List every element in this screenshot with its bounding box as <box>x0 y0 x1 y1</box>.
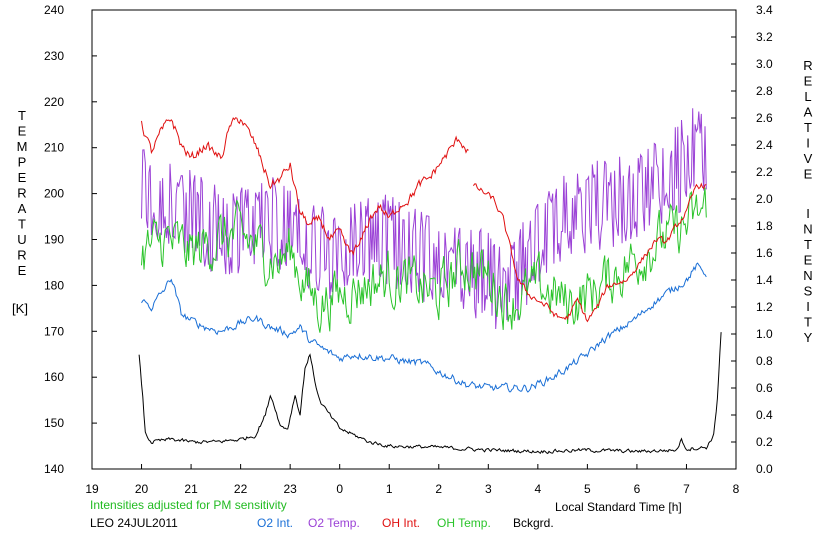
legend-entry: OH Temp. <box>437 516 491 530</box>
right-axis-label-letter: I <box>806 299 810 314</box>
left-tick-label: 150 <box>44 416 64 430</box>
legend-entry: Bckgrd. <box>513 516 554 530</box>
right-axis-label-letter: T <box>804 315 812 330</box>
series-layer <box>138 108 722 455</box>
left-axis-unit: [K] <box>12 301 28 316</box>
x-tick-label: 23 <box>283 482 297 496</box>
station-label: LEO 24JUL2011 <box>90 516 178 530</box>
right-axis-label-letter: I <box>806 136 810 151</box>
axes-layer: 1401501601701801902002102202302400.00.20… <box>12 3 813 496</box>
x-tick-label: 6 <box>634 482 641 496</box>
chart-note: Intensities adjusted for PM sensitivity <box>90 498 287 512</box>
left-tick-label: 190 <box>44 233 64 247</box>
right-tick-label: 2.2 <box>756 165 773 179</box>
x-tick-label: 0 <box>336 482 343 496</box>
right-tick-label: 1.8 <box>756 219 773 233</box>
right-axis-label-letter: E <box>804 167 813 182</box>
right-tick-label: 0.2 <box>756 435 773 449</box>
left-axis-label-letter: R <box>17 186 26 201</box>
left-axis-label-letter: U <box>17 232 26 247</box>
left-tick-label: 220 <box>44 95 64 109</box>
right-tick-label: 1.6 <box>756 246 773 260</box>
right-tick-label: 3.0 <box>756 57 773 71</box>
series-line-oh-int <box>472 182 707 323</box>
right-axis-label-letter: I <box>806 206 810 221</box>
left-axis-label-letter: E <box>18 124 27 139</box>
x-tick-label: 5 <box>584 482 591 496</box>
x-tick-label: 4 <box>535 482 542 496</box>
right-tick-label: 0.0 <box>756 462 773 476</box>
left-axis-label-letter: R <box>17 248 26 263</box>
right-axis-label-letter: R <box>803 58 812 73</box>
left-tick-label: 230 <box>44 49 64 63</box>
x-tick-label: 20 <box>135 482 149 496</box>
x-tick-label: 22 <box>234 482 248 496</box>
left-axis-label-letter: E <box>18 170 27 185</box>
right-axis-label-letter: N <box>803 268 812 283</box>
right-tick-label: 2.8 <box>756 84 773 98</box>
right-tick-label: 1.4 <box>756 273 773 287</box>
right-axis-label-letter: S <box>804 284 813 299</box>
right-tick-label: 2.4 <box>756 138 773 152</box>
left-axis-label-letter: M <box>17 139 28 154</box>
series-line-oh-int <box>141 117 469 256</box>
right-axis-label-letter: N <box>803 222 812 237</box>
legend-entry: O2 Int. <box>257 516 293 530</box>
left-tick-label: 160 <box>44 370 64 384</box>
x-tick-label: 21 <box>184 482 198 496</box>
right-tick-label: 1.2 <box>756 300 773 314</box>
series-line-bckgrd <box>138 332 722 455</box>
right-axis-label-letter: E <box>804 253 813 268</box>
x-tick-label: 19 <box>85 482 99 496</box>
right-tick-label: 0.8 <box>756 354 773 368</box>
left-tick-label: 180 <box>44 278 64 292</box>
right-tick-label: 2.6 <box>756 111 773 125</box>
x-axis-label: Local Standard Time [h] <box>555 500 682 514</box>
right-axis-label-letter: T <box>804 120 812 135</box>
left-tick-label: 200 <box>44 187 64 201</box>
left-tick-label: 140 <box>44 462 64 476</box>
left-tick-label: 170 <box>44 324 64 338</box>
right-axis-label-letter: V <box>804 151 813 166</box>
left-axis-label-letter: E <box>18 263 27 278</box>
series-line-oh-temp <box>141 187 707 333</box>
right-tick-label: 1.0 <box>756 327 773 341</box>
right-tick-label: 3.4 <box>756 3 773 17</box>
x-tick-label: 7 <box>683 482 690 496</box>
right-tick-label: 2.0 <box>756 192 773 206</box>
right-axis-label-letter: Y <box>804 330 813 345</box>
right-tick-label: 0.6 <box>756 381 773 395</box>
left-axis-label-letter: P <box>18 155 27 170</box>
x-tick-label: 1 <box>386 482 393 496</box>
right-tick-label: 3.2 <box>756 30 773 44</box>
x-tick-label: 2 <box>435 482 442 496</box>
right-tick-label: 0.4 <box>756 408 773 422</box>
series-line-o2-int <box>141 262 707 393</box>
right-axis-label-letter: T <box>804 237 812 252</box>
x-tick-label: 8 <box>733 482 740 496</box>
left-axis-label-letter: T <box>18 217 26 232</box>
left-axis-label-letter: A <box>18 201 27 216</box>
right-axis-label-letter: L <box>804 89 811 104</box>
x-tick-label: 3 <box>485 482 492 496</box>
legend-entry: O2 Temp. <box>308 516 360 530</box>
right-axis-label-letter: E <box>804 74 813 89</box>
left-tick-label: 210 <box>44 141 64 155</box>
legend-entry: OH Int. <box>382 516 420 530</box>
right-axis-label-letter: A <box>804 105 813 120</box>
legend: O2 Int. O2 Temp. OH Int. OH Temp. Bckgrd. <box>257 516 554 530</box>
left-tick-label: 240 <box>44 3 64 17</box>
left-axis-label-letter: T <box>18 108 26 123</box>
